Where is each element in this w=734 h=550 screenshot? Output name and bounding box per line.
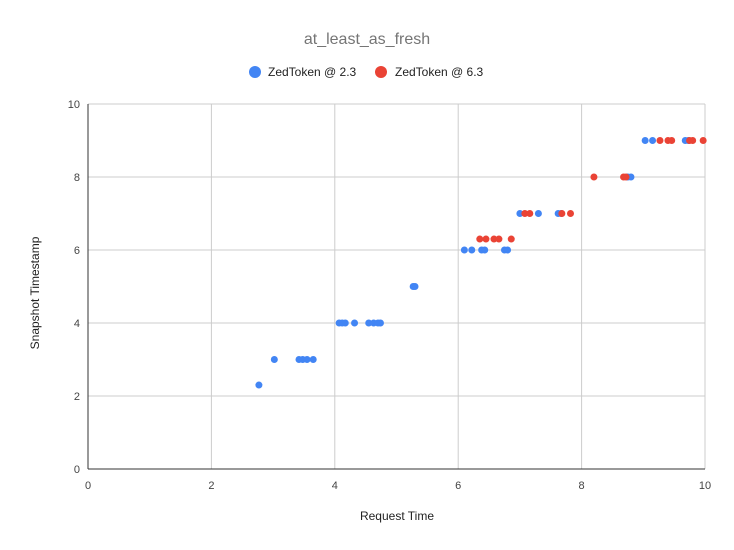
- y-tick-label: 10: [68, 99, 80, 111]
- tick-labels: 0 2 4 6 8 10 0 2 4 6 8 10: [68, 99, 711, 492]
- data-point-series-2: [689, 137, 697, 144]
- data-point-series-2: [622, 173, 630, 181]
- data-point-series-1: [255, 381, 263, 389]
- chart-legend: ZedToken @ 2.3 ZedToken @ 6.3: [249, 65, 484, 79]
- y-tick-label: 2: [74, 391, 80, 403]
- y-tick-label: 0: [74, 464, 80, 476]
- axes: [87, 104, 705, 470]
- chart-title: at_least_as_fresh: [304, 31, 430, 48]
- data-point-series-1: [481, 246, 489, 254]
- legend-marker-series-1: [249, 66, 261, 78]
- data-point-series-1: [468, 246, 476, 254]
- data-point-series-1: [460, 246, 468, 254]
- data-point-series-1: [516, 210, 524, 217]
- data-point-series-1: [341, 319, 349, 327]
- data-point-series-2: [507, 235, 515, 243]
- data-point-series-2: [521, 210, 529, 217]
- x-tick-label: 4: [332, 480, 338, 492]
- data-point-series-2: [668, 137, 676, 144]
- data-point-series-1: [641, 137, 649, 144]
- data-point-series-1: [365, 319, 373, 327]
- x-axis-label: Request Time: [360, 509, 434, 523]
- y-tick-label: 6: [74, 245, 80, 257]
- x-tick-label: 2: [208, 480, 214, 492]
- data-point-series-1: [270, 356, 278, 363]
- data-point-series-1: [351, 319, 359, 327]
- x-tick-label: 10: [699, 480, 711, 492]
- data-point-series-1: [309, 356, 317, 363]
- data-point-series-2: [482, 235, 490, 243]
- data-point-series-2: [558, 210, 566, 217]
- data-point-series-2: [699, 137, 707, 144]
- data-point-series-1: [303, 356, 311, 363]
- legend-label-series-1: ZedToken @ 2.3: [268, 65, 357, 79]
- data-point-series-2: [590, 173, 598, 181]
- y-axis-label: Snapshot Timestamp: [28, 236, 42, 349]
- data-point-series-1: [627, 173, 635, 181]
- data-point-series-1: [376, 319, 384, 327]
- data-point-series-2: [476, 235, 484, 243]
- data-points: [255, 137, 707, 389]
- data-point-series-2: [526, 210, 534, 217]
- x-tick-label: 6: [455, 480, 461, 492]
- legend-label-series-2: ZedToken @ 6.3: [395, 65, 484, 79]
- data-point-series-2: [495, 235, 503, 243]
- data-point-series-1: [534, 210, 542, 217]
- x-tick-label: 8: [579, 480, 585, 492]
- gridlines: [88, 103, 706, 469]
- data-point-series-2: [656, 137, 664, 144]
- y-tick-label: 4: [74, 318, 80, 330]
- data-point-series-2: [490, 235, 498, 243]
- data-point-series-2: [566, 210, 574, 217]
- data-point-series-1: [649, 137, 657, 144]
- data-point-series-1: [504, 246, 512, 254]
- x-tick-label: 0: [85, 480, 91, 492]
- y-tick-label: 8: [74, 172, 80, 184]
- data-point-series-1: [411, 283, 419, 290]
- legend-marker-series-2: [375, 66, 387, 78]
